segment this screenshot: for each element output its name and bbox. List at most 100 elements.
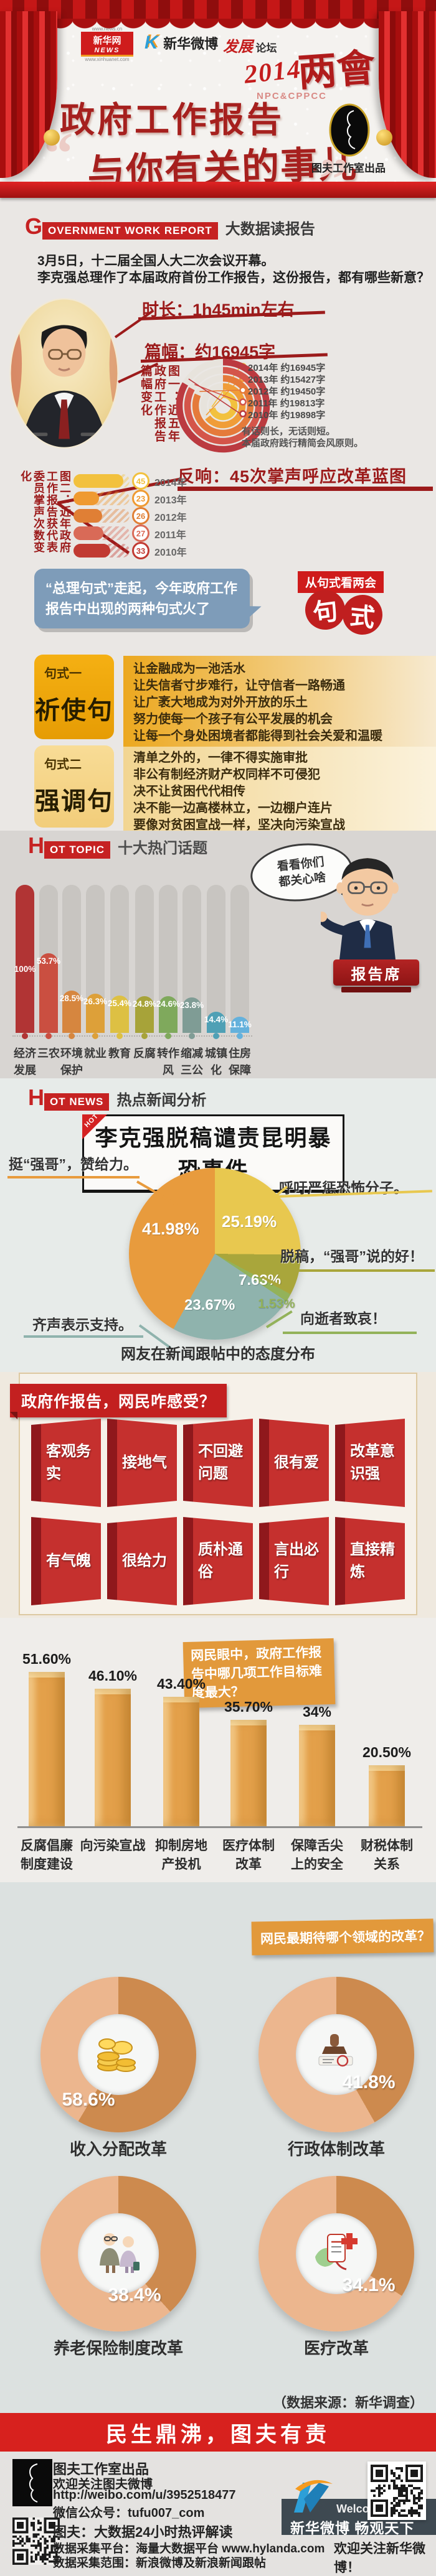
- applause-bar: [73, 492, 99, 505]
- header-initial: H: [28, 833, 44, 858]
- feeling-word-block: 客观务实: [31, 1419, 101, 1507]
- applause-badge: 26: [132, 507, 149, 525]
- header-en: OT TOPIC: [44, 841, 110, 859]
- topic-value: 24.6%: [156, 999, 181, 1009]
- sentence-example-line: 决不让贫困代代相传: [133, 785, 245, 798]
- intro-line2: 李克强总理作了本届政府首份工作报告，这份报告，都有哪些新意？: [37, 271, 430, 285]
- goal-bar: [369, 1765, 405, 1826]
- topic-axis-dotted-line: [12, 1035, 252, 1037]
- pie-callout-line: [283, 1332, 417, 1334]
- hot-ribbon-icon: HOT: [82, 1112, 107, 1139]
- topic-bar: [110, 996, 129, 1033]
- topic-label: 环境 保护: [60, 1047, 83, 1076]
- goal-difficulty-title: 网民眼中，政府工作报告中哪几项工作目标难度最大？: [182, 1638, 336, 1709]
- reform-donut-label: 养老保险制度改革: [53, 2339, 183, 2358]
- goal-value: 35.70%: [224, 1699, 273, 1715]
- header-initial: G: [25, 213, 43, 239]
- goal-bar: [29, 1672, 65, 1826]
- xinhua-weibo-k-icon: [287, 2478, 335, 2517]
- applause-heading: 反响：45次掌声呼应改革蓝图: [178, 467, 407, 486]
- topic-value: 11.1%: [228, 1020, 252, 1029]
- curtain-valance: [0, 0, 436, 31]
- footer-tagline: 图夫：大数据24小时热评解读: [53, 2524, 233, 2540]
- goal-label: 医疗体制 改革: [222, 1839, 275, 1872]
- topic-bar: [182, 997, 201, 1033]
- stamp-char-1: 句: [302, 587, 348, 633]
- premier-sentence-bubble: “总理句式”走起，今年政府工作报告中出现的两种句式火了: [34, 569, 250, 628]
- reform-donut-value: 38.4%: [108, 2285, 161, 2305]
- goal-value: 46.10%: [88, 1668, 137, 1684]
- premier-portrait: [9, 297, 120, 452]
- applause-badge: 23: [132, 490, 149, 507]
- xinhua-weibo-slogan: 新华微博 畅观天下: [290, 2520, 415, 2536]
- sentence-section-label: 从句式看两会: [298, 571, 384, 593]
- pie-value: 23.67%: [184, 1297, 235, 1314]
- goal-label: 保障舌尖 上的安全: [291, 1839, 343, 1872]
- reform-donut-hole: [78, 2014, 159, 2095]
- topic-bar: [135, 996, 154, 1033]
- feeling-word-block: 很有爱: [259, 1419, 329, 1507]
- goal-label: 向污染宣战: [80, 1839, 146, 1853]
- xinhuanet-url-bottom: www.xinhuanet.com: [85, 57, 130, 62]
- sentence-example-line: 让金融成为一池活水: [133, 662, 245, 676]
- pie-callout-line: [278, 1269, 435, 1272]
- footer-follow-text: 欢迎关注图夫微博: [53, 2478, 153, 2491]
- topic-value: 100%: [14, 964, 36, 974]
- header-en: OT NEWS: [44, 1093, 110, 1111]
- topic-dot: [165, 1033, 171, 1039]
- header-cn: 热点新闻分析: [116, 1092, 207, 1109]
- sentence-type2-tag: 句式二: [44, 758, 82, 772]
- figure1-year-label: 2014年 约16945字: [248, 363, 326, 373]
- year-2014: 2014: [242, 55, 303, 90]
- topic-track: [207, 885, 225, 1033]
- sentence-type1-examples: 让金融成为一池活水 让失信者寸步难行，让守信者一路畅通 让广袤大地成为对外开放的乐土…: [123, 656, 436, 749]
- figure1-year-label: 2012年 约19450字: [248, 386, 326, 397]
- premier-cartoon: [316, 851, 414, 969]
- header-initial: H: [28, 1085, 44, 1110]
- topic-label: 反腐: [133, 1047, 156, 1060]
- topic-value: 28.5%: [59, 994, 84, 1003]
- pie-value: 25.19%: [222, 1212, 277, 1231]
- studio-credit: 图夫工作室出品: [311, 162, 386, 174]
- pie-value: 1.53%: [258, 1297, 295, 1311]
- lianghui-calligraphy: 两會: [296, 47, 377, 95]
- footer-weibo-url: http://weibo.com/u/3952518477: [53, 2488, 236, 2502]
- feeling-word-block: 直接精炼: [335, 1517, 405, 1605]
- coins-icon: [93, 2032, 143, 2078]
- topic-dot: [69, 1033, 75, 1039]
- topic-label: 就业: [84, 1047, 107, 1060]
- medical-icon: [311, 2229, 361, 2279]
- topic-bar: [230, 1017, 249, 1033]
- xinhua-weibo-logo: K 新华微博: [145, 32, 218, 54]
- pie-slice-label: 向逝者致哀！: [300, 1310, 386, 1327]
- topic-value: 53.7%: [36, 956, 61, 966]
- tufu-qr-code: [12, 2518, 60, 2565]
- xinhuanet-cn: 新华网: [93, 35, 121, 46]
- figure1-radial-chart: [174, 358, 311, 460]
- topic-dot: [189, 1033, 195, 1039]
- sentence-type2-name: 强调句: [35, 788, 113, 815]
- weibo-logo-text: 新华微博: [163, 36, 219, 52]
- applause-badge: 33: [132, 542, 149, 559]
- reform-donut-value: 58.6%: [62, 2089, 115, 2110]
- pie-callout-line: [24, 1335, 143, 1338]
- goal-bar: [299, 1725, 335, 1826]
- pie-slice-label: 挺“强哥”，赞给力。: [9, 1156, 138, 1172]
- duration-connector-line: [114, 309, 154, 338]
- goal-label: 反腐倡廉 制度建设: [21, 1839, 73, 1872]
- figure1-title: 图一：近五年政府工作报告篇幅变化: [139, 365, 179, 443]
- applause-badge: 45: [132, 472, 149, 490]
- topic-value: 24.8%: [132, 999, 157, 1009]
- red-divider-band: [0, 182, 436, 198]
- footer-studio-name: 图夫工作室出品: [53, 2462, 149, 2477]
- topic-value: 23.8%: [179, 1001, 204, 1010]
- topic-label: 三农: [37, 1047, 60, 1060]
- reform-donut-label: 收入分配改革: [69, 2140, 167, 2158]
- pie-callout-line: [7, 1176, 140, 1178]
- xinhuanet-en: NEWS: [94, 47, 120, 54]
- forum-logo-a: 发展: [223, 39, 253, 55]
- goal-bar: [95, 1689, 131, 1826]
- reform-donut-hole: [78, 2213, 159, 2294]
- topic-dot: [92, 1033, 98, 1039]
